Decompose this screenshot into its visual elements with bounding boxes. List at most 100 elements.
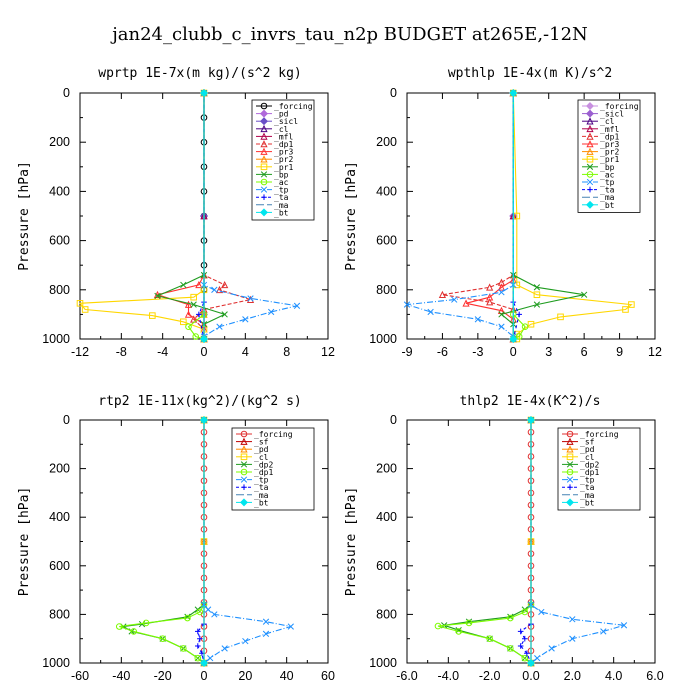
data-point-tp: [242, 637, 249, 645]
data-point-dp1: [507, 614, 514, 622]
data-point-pr1: [81, 306, 89, 313]
x-tick-label: -12: [71, 345, 89, 359]
y-axis-label: Pressure [hPa]: [344, 487, 359, 597]
data-point-dp1: [196, 608, 204, 616]
legend-marker: [566, 498, 574, 507]
legend: _forcing_sf_pd_cl_dp2_dp1_tp_ta_ma_bt: [557, 427, 641, 511]
x-tick-label: 8: [283, 345, 290, 359]
series-line-bp: [155, 93, 227, 339]
series-line-pr1: [78, 93, 205, 339]
data-point-bt: [200, 89, 208, 97]
x-tick-label: 40: [280, 669, 294, 683]
data-point-bt: [200, 659, 208, 667]
data-point-tp: [262, 630, 270, 637]
y-tick-label: 200: [376, 462, 397, 476]
data-point-pr3: [184, 300, 193, 308]
series-line-dp1: [119, 420, 205, 664]
legend-label: _pr3: [600, 140, 619, 149]
series-line-dp2: [121, 420, 205, 664]
legend-marker: [260, 171, 268, 178]
data-point-tp: [247, 295, 254, 302]
data-point-tp: [216, 323, 223, 330]
x-tick-label: 12: [321, 345, 335, 359]
x-tick-label: -6: [437, 345, 448, 359]
data-point-ta: [516, 311, 522, 318]
x-tick-label: 3: [545, 345, 552, 359]
legend-label: _ma: [600, 193, 615, 202]
legend-marker: [566, 437, 574, 445]
y-tick-label: 800: [49, 283, 70, 297]
data-point-ta: [524, 650, 530, 657]
legend-marker: [260, 178, 268, 186]
legend-marker: [240, 430, 248, 438]
legend-marker: [566, 445, 574, 453]
y-tick-label: 600: [376, 234, 397, 248]
legend-label: _pd: [254, 445, 269, 454]
data-point-dp1: [507, 645, 514, 652]
legend-marker: [260, 117, 268, 126]
legend: _forcing_sicl_cl_mfl_dp1_pr3_pr2_pr1_bp_…: [577, 99, 641, 213]
data-point-ta: [196, 311, 202, 318]
data-point-bp: [533, 284, 541, 291]
legend-marker: [260, 208, 268, 217]
y-tick-label: 400: [49, 510, 70, 524]
legend-marker: [260, 124, 268, 133]
data-point-dp1: [455, 628, 462, 635]
data-point-dp1: [159, 635, 166, 643]
y-axis-label: Pressure [hPa]: [17, 487, 32, 597]
data-point-tp: [403, 301, 411, 308]
data-point-tp: [427, 308, 434, 316]
legend-label: _dp1: [254, 468, 273, 477]
legend-marker: [586, 178, 594, 186]
data-point-tp: [293, 302, 301, 309]
legend-label: _dp2: [580, 460, 599, 469]
x-tick-label: 0.0: [522, 669, 539, 683]
legend-marker: [586, 102, 594, 110]
data-point-bt: [509, 335, 518, 343]
legend-label: _sicl: [600, 110, 624, 119]
data-point-dp1: [215, 285, 224, 294]
data-point-bt: [527, 416, 535, 424]
data-point-pr1: [180, 318, 187, 326]
series-line-tp: [203, 93, 298, 339]
x-tick-label: 6: [581, 345, 588, 359]
y-tick-label: 800: [376, 607, 397, 621]
data-point-bp: [154, 292, 161, 300]
x-tick-label: -20: [154, 669, 172, 683]
data-point-dp1: [486, 283, 494, 291]
data-point-tp: [204, 606, 212, 613]
data-point-ta: [197, 635, 203, 642]
data-point-tp: [548, 645, 555, 652]
data-point-dp1: [130, 628, 138, 635]
legend-marker: [586, 171, 594, 178]
panel-title: wpthlp 1E-4x(m K)/s^2: [448, 66, 612, 81]
series-line-dp2: [444, 420, 532, 664]
data-point-bp: [180, 281, 187, 289]
data-point-dp1: [521, 654, 529, 662]
legend-label: _pr1: [600, 155, 619, 164]
legend-marker: [260, 102, 268, 110]
panel-title: wprtp 1E-7x(m kg)/(s^2 kg): [98, 66, 302, 81]
legend-label: _bp: [274, 170, 289, 179]
data-point-tp: [211, 286, 218, 293]
legend-marker: [566, 461, 574, 468]
y-tick-label: 0: [390, 413, 397, 427]
y-tick-label: 800: [376, 283, 397, 297]
data-point-dp1: [142, 619, 150, 627]
legend-marker: [587, 186, 593, 193]
x-tick-label: -6.0: [396, 669, 418, 683]
series-line-dp1: [442, 93, 514, 339]
legend-label: _ta: [254, 483, 269, 492]
panel-1: wprtp 1E-7x(m kg)/(s^2 kg) Pressure [hPa]…: [17, 66, 335, 359]
data-point-tp: [569, 635, 576, 642]
data-point-pr1: [557, 313, 564, 321]
data-point-bt: [200, 416, 208, 424]
legend-label: _sf: [254, 438, 269, 447]
legend-marker: [260, 132, 268, 140]
legend-label: _bt: [580, 498, 595, 507]
legend-label: _cl: [254, 453, 269, 462]
data-point-pr3: [462, 299, 470, 307]
data-point-pr1: [76, 300, 84, 307]
data-point-pr1: [149, 312, 156, 319]
